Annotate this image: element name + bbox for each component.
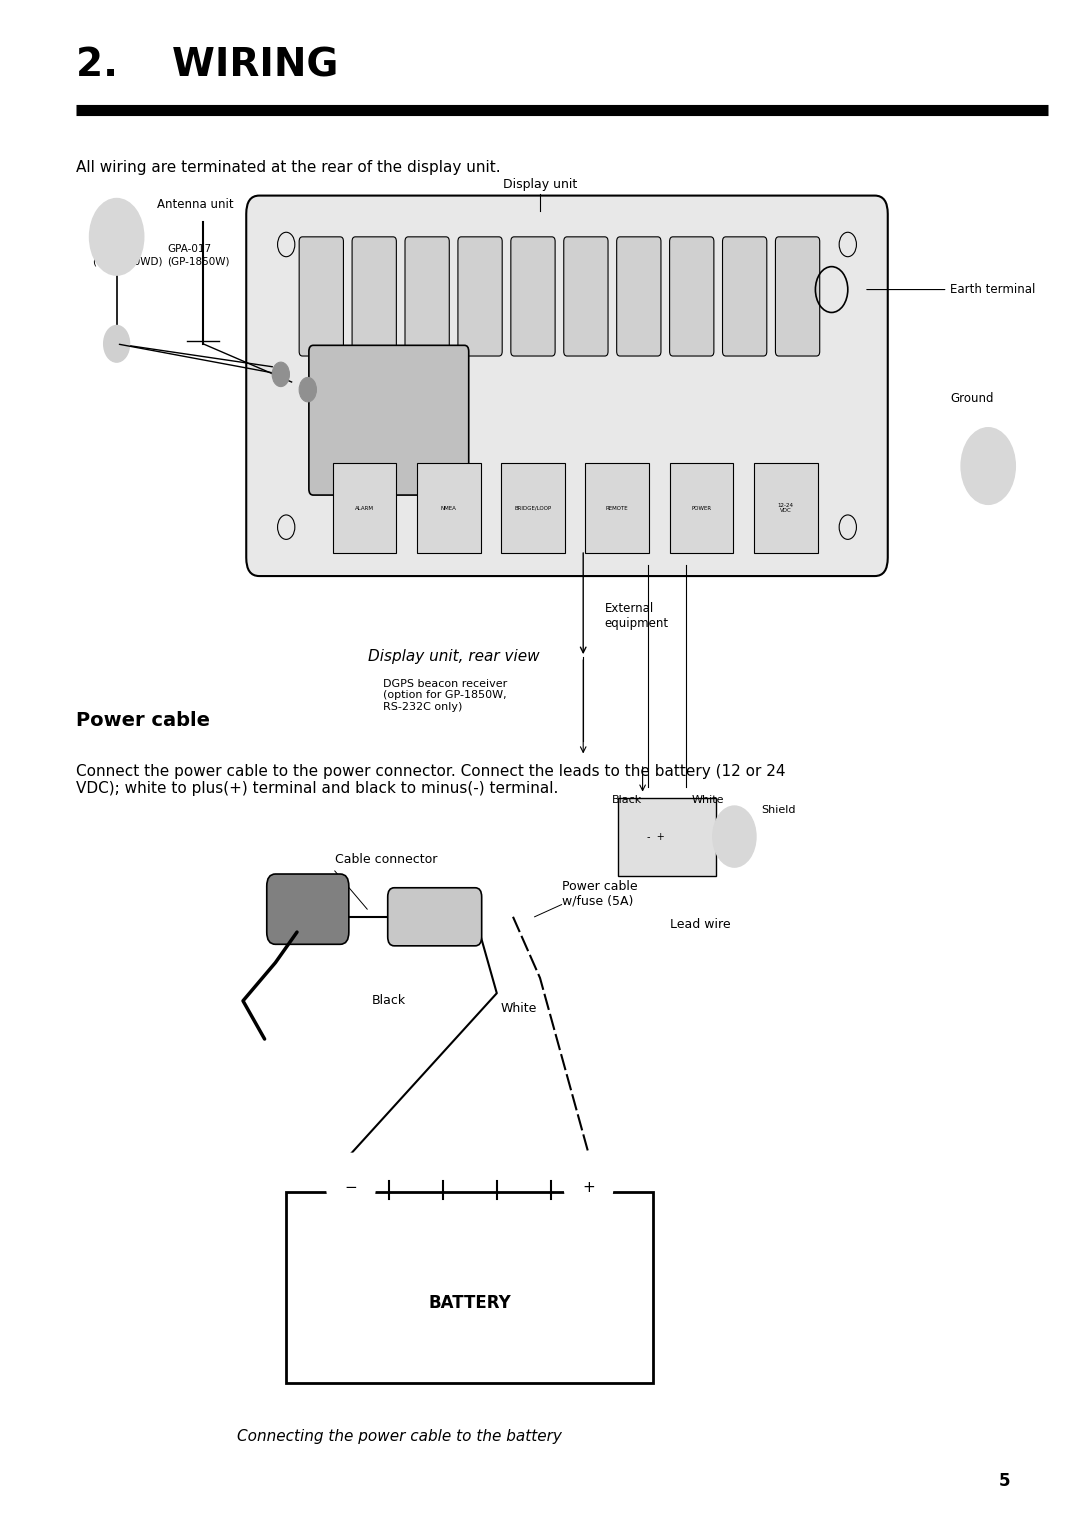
FancyBboxPatch shape: [617, 237, 661, 356]
Text: Connecting the power cable to the battery: Connecting the power cable to the batter…: [238, 1429, 562, 1444]
FancyBboxPatch shape: [299, 237, 343, 356]
FancyBboxPatch shape: [417, 463, 481, 553]
Text: Display unit: Display unit: [503, 177, 577, 191]
Text: POWER: POWER: [691, 506, 712, 510]
Text: Cable connector: Cable connector: [335, 853, 437, 866]
Text: Antenna unit: Antenna unit: [157, 197, 233, 211]
Text: Power cable: Power cable: [76, 711, 210, 729]
FancyBboxPatch shape: [333, 463, 396, 553]
FancyBboxPatch shape: [754, 463, 818, 553]
Text: External
equipment: External equipment: [605, 602, 669, 630]
FancyBboxPatch shape: [405, 237, 449, 356]
Text: Display unit, rear view: Display unit, rear view: [368, 649, 539, 665]
Text: ALARM: ALARM: [355, 506, 374, 510]
FancyBboxPatch shape: [723, 237, 767, 356]
Text: BATTERY: BATTERY: [429, 1294, 511, 1311]
FancyBboxPatch shape: [501, 463, 565, 553]
Text: White: White: [500, 1002, 537, 1015]
Text: BRIDGE/LOOP: BRIDGE/LOOP: [514, 506, 552, 510]
Text: Shield: Shield: [761, 805, 796, 814]
FancyBboxPatch shape: [618, 798, 716, 876]
Text: Black: Black: [612, 795, 643, 805]
Text: 2.    WIRING: 2. WIRING: [76, 46, 338, 84]
FancyBboxPatch shape: [267, 874, 349, 944]
Circle shape: [713, 807, 756, 866]
FancyBboxPatch shape: [511, 237, 555, 356]
FancyBboxPatch shape: [670, 237, 714, 356]
Circle shape: [104, 325, 130, 362]
Circle shape: [299, 377, 316, 402]
FancyBboxPatch shape: [585, 463, 649, 553]
Text: −: −: [345, 1180, 357, 1195]
FancyBboxPatch shape: [286, 1192, 653, 1383]
FancyBboxPatch shape: [352, 237, 396, 356]
Text: All wiring are terminated at the rear of the display unit.: All wiring are terminated at the rear of…: [76, 160, 500, 176]
Text: +: +: [582, 1180, 595, 1195]
Text: NMEA: NMEA: [441, 506, 457, 510]
Text: 5: 5: [999, 1471, 1010, 1490]
FancyBboxPatch shape: [458, 237, 502, 356]
Circle shape: [327, 1154, 375, 1221]
Text: Ground: Ground: [950, 391, 994, 405]
Circle shape: [961, 428, 1015, 504]
Text: REMOTE: REMOTE: [606, 506, 629, 510]
FancyBboxPatch shape: [309, 345, 469, 495]
Circle shape: [90, 199, 144, 275]
FancyBboxPatch shape: [388, 888, 482, 946]
FancyBboxPatch shape: [775, 237, 820, 356]
Text: -  +: - +: [647, 831, 665, 842]
Text: DGPS beacon receiver
(option for GP-1850W,
RS-232C only): DGPS beacon receiver (option for GP-1850…: [383, 678, 508, 712]
Text: White: White: [691, 795, 724, 805]
Text: Black: Black: [372, 995, 406, 1007]
Circle shape: [565, 1154, 612, 1221]
Text: Connect the power cable to the power connector. Connect the leads to the battery: Connect the power cable to the power con…: [76, 764, 785, 796]
Text: Earth terminal: Earth terminal: [867, 283, 1036, 296]
Text: Power cable
w/fuse (5A): Power cable w/fuse (5A): [562, 880, 637, 908]
Text: Lead wire: Lead wire: [670, 918, 730, 931]
FancyBboxPatch shape: [564, 237, 608, 356]
FancyBboxPatch shape: [246, 196, 888, 576]
Circle shape: [272, 362, 289, 387]
Text: GPA-019
(GP-1850WD): GPA-019 (GP-1850WD): [92, 244, 162, 266]
Text: 12-24
VDC: 12-24 VDC: [778, 503, 794, 513]
FancyBboxPatch shape: [670, 463, 733, 553]
Text: GPA-017
(GP-1850W): GPA-017 (GP-1850W): [167, 244, 230, 266]
